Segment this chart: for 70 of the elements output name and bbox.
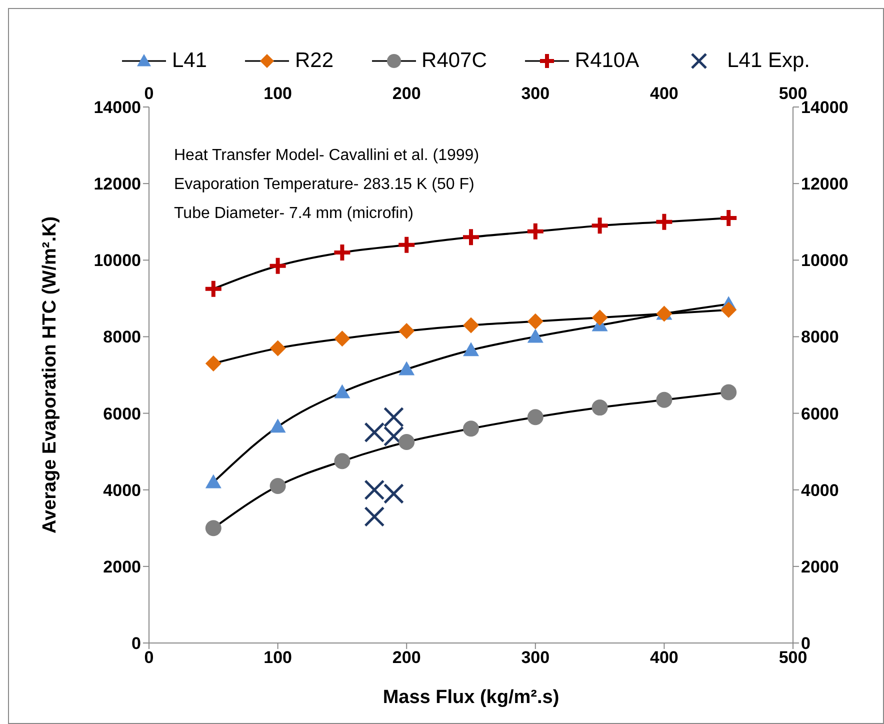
- legend-label: R410A: [574, 49, 640, 73]
- y-tick-label: 4000: [103, 480, 141, 500]
- legend-label: L41: [172, 49, 207, 73]
- point: [398, 361, 415, 376]
- point: [364, 506, 385, 527]
- y-tick-label: 12000: [94, 174, 141, 194]
- point: [527, 313, 544, 330]
- x-tick-label: 300: [521, 84, 550, 103]
- y-tick-label: 8000: [103, 328, 141, 347]
- point: [270, 340, 286, 356]
- point: [720, 384, 737, 400]
- y-tick-label: 10000: [94, 251, 141, 270]
- point: [656, 392, 672, 408]
- x2-tick-label: 400: [650, 648, 678, 668]
- y2-tick-label: 6000: [801, 404, 839, 424]
- point: [205, 356, 222, 372]
- point: [527, 328, 544, 343]
- point: [592, 310, 608, 326]
- point: [463, 317, 479, 334]
- y-tick-label: 0: [132, 634, 141, 654]
- point: [720, 302, 737, 318]
- point: [396, 234, 417, 255]
- y2-tick-label: 8000: [801, 328, 839, 347]
- point: [654, 212, 674, 232]
- annotation: Tube Diameter- 7.4 mm (microfin): [174, 204, 414, 224]
- point: [592, 400, 608, 416]
- point: [463, 420, 479, 437]
- point: [527, 409, 544, 426]
- point: [203, 278, 224, 299]
- y2-tick-label: 2000: [801, 557, 839, 576]
- annotation: Heat Transfer Model- Cavallini et al. (1999): [174, 146, 480, 166]
- y2-tick-label: 14000: [801, 98, 848, 118]
- x-tick-label: 0: [144, 84, 154, 103]
- point: [334, 384, 350, 398]
- point: [334, 453, 350, 470]
- legend-label: R22: [295, 49, 334, 73]
- point: [398, 434, 415, 450]
- point: [205, 520, 222, 536]
- point: [461, 227, 481, 248]
- point: [364, 480, 385, 500]
- point: [590, 216, 610, 236]
- x2-tick-label: 500: [778, 648, 808, 668]
- y-axis-title: Average Evaporation HTC (W/m².K): [40, 216, 61, 534]
- y-tick-label: 14000: [94, 98, 141, 118]
- point: [268, 256, 288, 276]
- x-tick-label: 400: [650, 84, 678, 103]
- x2-tick-label: 100: [264, 648, 292, 668]
- point: [383, 483, 404, 504]
- x-tick-label: 100: [264, 84, 292, 103]
- point: [270, 478, 286, 494]
- point: [270, 418, 286, 433]
- legend-label: R407C: [422, 49, 487, 73]
- x2-tick-label: 300: [521, 648, 550, 668]
- point: [334, 330, 350, 347]
- x2-tick-label: 200: [392, 648, 421, 668]
- point: [398, 322, 415, 339]
- y-tick-label: 6000: [103, 404, 141, 424]
- y-tick-label: 2000: [103, 557, 141, 576]
- y2-tick-label: 4000: [801, 480, 839, 500]
- y2-tick-label: 10000: [801, 251, 848, 270]
- x-axis-title: Mass Flux (kg/m².s): [382, 687, 560, 708]
- annotation: Evaporation Temperature- 283.15 K (50 F): [174, 175, 476, 195]
- x2-tick-label: 0: [144, 648, 154, 668]
- y2-tick-label: 12000: [801, 174, 848, 194]
- point: [525, 221, 546, 242]
- x-tick-label: 200: [392, 84, 421, 103]
- legend-label: L41 Exp.: [727, 49, 810, 73]
- point: [205, 474, 222, 488]
- point: [463, 342, 479, 356]
- point: [364, 422, 385, 443]
